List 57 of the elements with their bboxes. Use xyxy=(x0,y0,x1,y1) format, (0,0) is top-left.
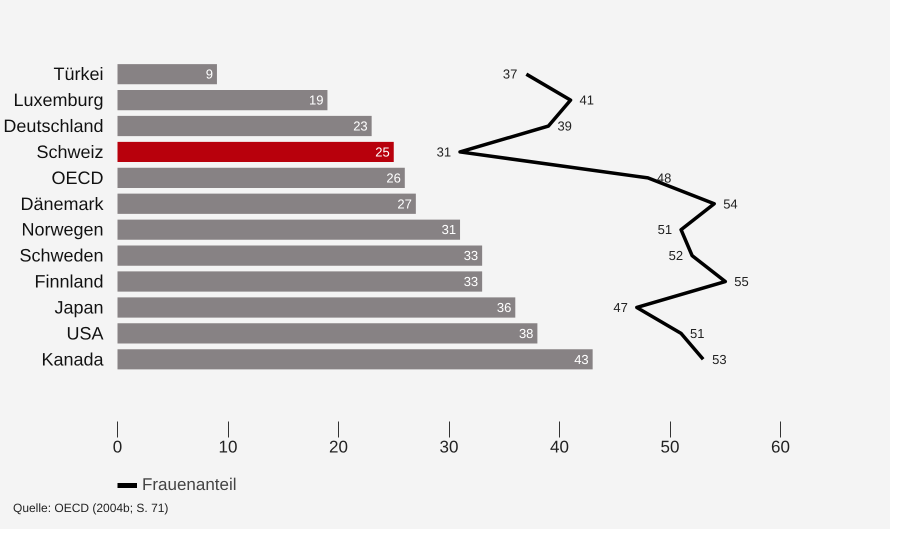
data-label: 31 xyxy=(436,144,452,160)
bar xyxy=(118,246,482,266)
data-label: 31 xyxy=(442,222,456,238)
bar xyxy=(118,323,538,344)
x-tick-label: 30 xyxy=(440,438,458,456)
bar xyxy=(118,220,460,240)
y-tick-label: Finnland xyxy=(34,272,104,292)
bar xyxy=(118,271,482,292)
data-label: 52 xyxy=(668,248,684,264)
data-label: 33 xyxy=(464,274,478,290)
data-label: 27 xyxy=(397,196,412,212)
data-label: 19 xyxy=(308,92,324,108)
data-label: 9 xyxy=(206,66,213,82)
data-label: 51 xyxy=(658,222,672,238)
y-tick-label: Deutschland xyxy=(3,116,104,136)
y-tick-label: Luxemburg xyxy=(13,90,104,110)
data-label: 25 xyxy=(375,144,390,160)
data-label: 51 xyxy=(690,326,705,341)
data-label: 53 xyxy=(712,352,727,367)
bar xyxy=(118,64,217,84)
y-tick-label: Japan xyxy=(54,297,104,318)
y-tick-label: USA xyxy=(66,323,104,344)
x-tick-label: 50 xyxy=(660,438,680,456)
bar xyxy=(118,116,372,136)
y-tick-label: Kanada xyxy=(41,349,104,370)
bar xyxy=(118,168,405,188)
y-tick-label: Norwegen xyxy=(21,220,104,240)
y-tick-label: OECD xyxy=(51,168,104,188)
y-tick-label: Türkei xyxy=(53,64,104,84)
data-label: 48 xyxy=(656,170,672,186)
data-label: 54 xyxy=(723,196,738,212)
y-tick-label: Dänemark xyxy=(20,194,104,214)
bar xyxy=(118,142,394,162)
data-label: 47 xyxy=(613,300,628,315)
legend-label: Frauenanteil xyxy=(142,475,237,495)
data-label: 39 xyxy=(557,118,572,134)
bar xyxy=(118,349,593,370)
y-tick-label: Schweden xyxy=(19,246,104,266)
source-note: Quelle: OECD (2004b; S. 71) xyxy=(13,500,168,517)
x-tick-label: 10 xyxy=(218,438,238,456)
data-label: 38 xyxy=(518,326,534,341)
x-tick-label: 0 xyxy=(112,438,122,456)
bar xyxy=(118,194,416,214)
data-label: 33 xyxy=(464,248,478,264)
data-label: 43 xyxy=(574,352,589,367)
y-tick-label: Schweiz xyxy=(36,142,104,162)
data-label: 36 xyxy=(496,300,512,315)
data-label: 55 xyxy=(734,274,749,290)
data-label: 26 xyxy=(386,170,401,186)
data-label: 37 xyxy=(502,66,518,82)
bar xyxy=(118,297,516,318)
x-tick-label: 40 xyxy=(550,438,569,456)
x-tick-label: 20 xyxy=(329,438,348,456)
data-label: 41 xyxy=(580,92,594,108)
bar xyxy=(118,90,328,110)
data-label: 23 xyxy=(353,118,368,134)
x-tick-label: 60 xyxy=(771,438,790,456)
